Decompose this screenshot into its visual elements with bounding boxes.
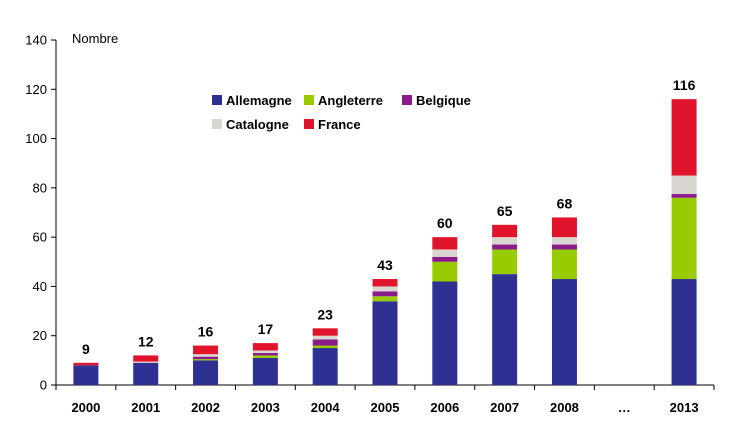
bar-segment-belgique xyxy=(252,352,278,356)
bar-total-label: 65 xyxy=(497,203,513,219)
x-tick-label: 2006 xyxy=(430,400,459,415)
x-tick-label: 2013 xyxy=(670,400,699,415)
bar-segment-france xyxy=(73,362,99,366)
bar-segment-catalogne xyxy=(432,249,458,257)
bar-segment-belgique xyxy=(551,244,577,250)
y-tick-label: 0 xyxy=(40,378,47,393)
bar-segment-catalogne xyxy=(492,237,518,245)
axes xyxy=(51,39,715,390)
bar-segment-france xyxy=(671,99,697,176)
bar-segment-catalogne xyxy=(372,286,398,292)
legend-label: Catalogne xyxy=(226,117,289,132)
bar-total-label: 43 xyxy=(377,257,393,273)
bar-segment-france xyxy=(432,237,458,250)
bar-segment-allemagne xyxy=(432,281,458,385)
bar-segment-angleterre xyxy=(312,345,338,349)
bar-segment-allemagne xyxy=(372,301,398,385)
legend-label: France xyxy=(318,117,361,132)
bar-segment-catalogne xyxy=(671,175,697,195)
x-tick-label: 2005 xyxy=(371,400,400,415)
x-tick-label: 2002 xyxy=(191,400,220,415)
bar-segment-france xyxy=(133,355,159,362)
x-tick-label: 2003 xyxy=(251,400,280,415)
y-tick-label: 80 xyxy=(33,180,47,195)
y-unit-label: Nombre xyxy=(72,31,118,46)
bar-segment-angleterre xyxy=(671,197,697,280)
legend: Allemagne Angleterre Belgique Catalogne Fran… xyxy=(212,93,471,132)
x-tick-label: 2008 xyxy=(550,400,579,415)
bar-segment-allemagne xyxy=(492,274,518,385)
legend-swatch xyxy=(304,95,314,105)
total-labels: 9 12 16 17 23 43 60 65 68 116 xyxy=(82,77,696,357)
bar-segment-belgique xyxy=(372,291,398,297)
bar-total-label: 16 xyxy=(198,324,214,340)
bar-segment-angleterre xyxy=(492,249,518,275)
bar-segment-belgique xyxy=(432,256,458,262)
bar-segment-allemagne xyxy=(312,348,338,385)
legend-label: Angleterre xyxy=(318,93,383,108)
bar-segment-belgique xyxy=(193,356,219,360)
bar-segment-angleterre xyxy=(193,359,219,361)
bar-segment-catalogne xyxy=(312,335,338,340)
y-tick-label: 20 xyxy=(33,328,47,343)
legend-swatch xyxy=(304,119,314,129)
y-tick-label: 40 xyxy=(33,279,47,294)
bar-segment-belgique xyxy=(492,244,518,250)
bar-segment-belgique xyxy=(312,339,338,346)
bar-segment-allemagne xyxy=(551,279,577,385)
bar-segment-catalogne xyxy=(551,237,577,245)
bar-total-label: 12 xyxy=(138,333,154,349)
bar-segment-france xyxy=(551,217,577,238)
x-tick-label: … xyxy=(618,400,631,415)
bar-segment-allemagne xyxy=(73,365,99,385)
x-tick-label: 2001 xyxy=(131,400,160,415)
bar-segment-france xyxy=(252,343,278,351)
bar-segment-catalogne xyxy=(133,361,159,363)
bar-segment-france xyxy=(312,328,338,336)
y-tick-label: 140 xyxy=(25,33,47,48)
y-tick-label: 120 xyxy=(25,82,47,97)
x-tick-label: 2004 xyxy=(311,400,341,415)
x-tick-label: 2000 xyxy=(71,400,100,415)
bar-segment-angleterre xyxy=(252,355,278,358)
bar-segment-france xyxy=(372,279,398,287)
y-tick-label: 100 xyxy=(25,131,47,146)
bars xyxy=(73,99,697,385)
bar-segment-angleterre xyxy=(372,296,398,302)
bar-total-label: 17 xyxy=(258,321,274,337)
legend-label: Allemagne xyxy=(226,93,292,108)
bar-total-label: 60 xyxy=(437,215,453,231)
legend-label: Belgique xyxy=(416,93,471,108)
legend-swatch xyxy=(402,95,412,105)
x-tick-labels: 2000 2001 2002 2003 2004 2005 2006 2007 2008 … 201… xyxy=(71,400,698,415)
bar-segment-allemagne xyxy=(133,362,159,385)
bar-segment-belgique xyxy=(671,194,697,198)
bar-segment-france xyxy=(193,345,219,355)
bar-segment-allemagne xyxy=(671,279,697,385)
legend-swatch xyxy=(212,119,222,129)
bar-segment-angleterre xyxy=(551,249,577,280)
bar-segment-france xyxy=(492,224,518,238)
bar-segment-catalogne xyxy=(252,350,278,353)
bar-segment-allemagne xyxy=(193,360,219,385)
bar-segment-angleterre xyxy=(432,261,458,282)
bar-segment-catalogne xyxy=(193,354,219,357)
x-tick-label: 2007 xyxy=(490,400,519,415)
y-tick-label: 60 xyxy=(33,230,47,245)
bar-segment-allemagne xyxy=(252,357,278,385)
bar-total-label: 23 xyxy=(317,306,333,322)
bar-total-label: 9 xyxy=(82,341,90,357)
y-tick-labels: 0 20 40 60 80 100 120 140 xyxy=(25,33,47,393)
bar-total-label: 116 xyxy=(673,77,696,93)
bar-total-label: 68 xyxy=(557,195,573,211)
legend-swatch xyxy=(212,95,222,105)
